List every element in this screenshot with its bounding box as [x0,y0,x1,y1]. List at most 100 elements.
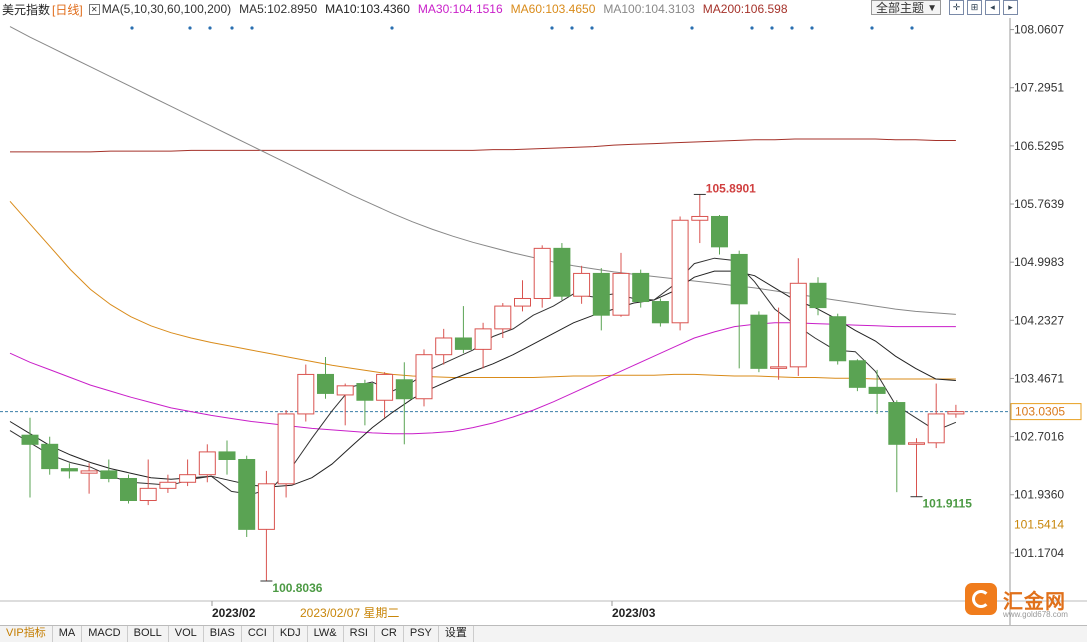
event-marker [570,26,574,30]
ma60-value: MA60:103.4650 [510,2,596,16]
date-label-feb: 2023/02 [212,606,256,620]
indicator-tab[interactable]: KDJ [274,626,308,642]
candle [632,269,650,308]
candle [21,417,39,498]
indicator-tab[interactable]: VIP指标 [0,626,53,642]
indicator-tab[interactable]: MACD [82,626,128,642]
indicator-tab[interactable]: 设置 [439,626,474,642]
candle-body [927,413,945,444]
candle [711,214,728,255]
candle-body [947,411,965,415]
candle [514,280,531,312]
indicator-tab[interactable]: RSI [344,626,375,642]
indicator-tab[interactable]: PSY [404,626,439,642]
price-tick-label: 102.7016 [1014,430,1064,444]
logo-brand: 汇金网 [1003,590,1066,613]
event-marker [690,26,694,30]
candle [750,311,768,373]
event-marker [130,26,134,30]
candle-body [750,314,768,369]
indicator-tab[interactable]: MA [53,626,83,642]
grid-icon[interactable]: ⊞ [967,0,982,15]
price-tick-label: 106.5295 [1014,139,1064,153]
candle-body [41,443,59,470]
price-tick-label: 103.4671 [1014,371,1064,385]
candle-body [553,247,571,297]
candle-body [573,272,591,297]
candle [573,265,591,304]
indicator-tab[interactable]: BOLL [128,626,169,642]
ma30-value: MA30:104.1516 [417,2,503,16]
candle-body [120,477,137,502]
candle-body [179,474,197,483]
candle [730,250,748,369]
candle-body [100,470,118,479]
candle [947,404,965,418]
price-tick-label: 101.9360 [1014,488,1064,502]
event-marker [770,26,774,30]
price-tick-label: 108.0607 [1014,23,1064,37]
price-tick-label: 101.1704 [1014,546,1064,560]
ma100-line [9,26,956,315]
candle [297,364,315,422]
candle [691,194,709,244]
indicator-tab[interactable]: VOL [169,626,204,642]
candle-body [159,481,177,489]
indicator-tab[interactable]: LW& [308,626,344,642]
crosshair-icon[interactable]: ✛ [949,0,964,15]
candle [494,303,512,338]
ma10-value: MA10:103.4360 [325,2,410,16]
arrow-left-icon[interactable]: ◂ [985,0,1000,15]
candle [159,474,177,493]
candle [336,383,354,426]
price-tick-label: 104.9983 [1014,255,1064,269]
candle [848,359,866,392]
candle-body [494,305,512,330]
candle-body [415,354,433,400]
candle-body [868,386,886,394]
candle-body [474,328,492,350]
ma60-line [9,200,956,380]
ma-toggle-checkbox[interactable]: ✕ [88,3,100,15]
event-marker [870,26,874,30]
candle [789,258,807,376]
candle [533,245,551,308]
candle-body [632,272,650,303]
indicator-tab[interactable]: CCI [242,626,274,642]
price-tick-label: 105.7639 [1014,197,1064,211]
chart-toolbar: ✛ ⊞ ◂ ▸ [949,0,1021,15]
candle [179,459,197,487]
arrow-right-icon[interactable]: ▸ [1003,0,1018,15]
candle [592,268,610,331]
ma-params-label[interactable]: MA(5,10,30,60,100,200) [101,2,232,16]
theme-select[interactable]: 全部主题 ▼ [871,0,941,15]
candle [770,307,788,380]
instrument-title: 美元指数 [2,2,51,17]
period-label[interactable]: [日线] [52,2,83,17]
candle [356,379,374,426]
event-marker [188,26,192,30]
candle-body [651,301,669,324]
candle [257,470,275,582]
candle [888,400,906,493]
candlestick-chart[interactable]: 108.0607 107.2951 106.5295 105.7639 104.9983… [0,18,1087,625]
candle-body [691,215,709,221]
candle-body [356,383,374,401]
candle-body [395,379,413,400]
candle-body [888,402,906,445]
candle-body [533,247,551,299]
candle-body [139,487,157,502]
low-price-label-right: 101.9115 [923,497,973,511]
event-marker [910,26,914,30]
candle [60,463,78,479]
indicator-tab[interactable]: CR [375,626,404,642]
indicator-tab[interactable]: BIAS [204,626,242,642]
candle [474,322,492,369]
candle-body [848,360,866,388]
candle-body [730,253,748,305]
price-tick-label: 104.2327 [1014,313,1064,327]
candle [415,349,433,407]
high-price-label: 105.8901 [706,181,756,195]
candle-body [612,272,630,316]
event-marker [810,26,814,30]
